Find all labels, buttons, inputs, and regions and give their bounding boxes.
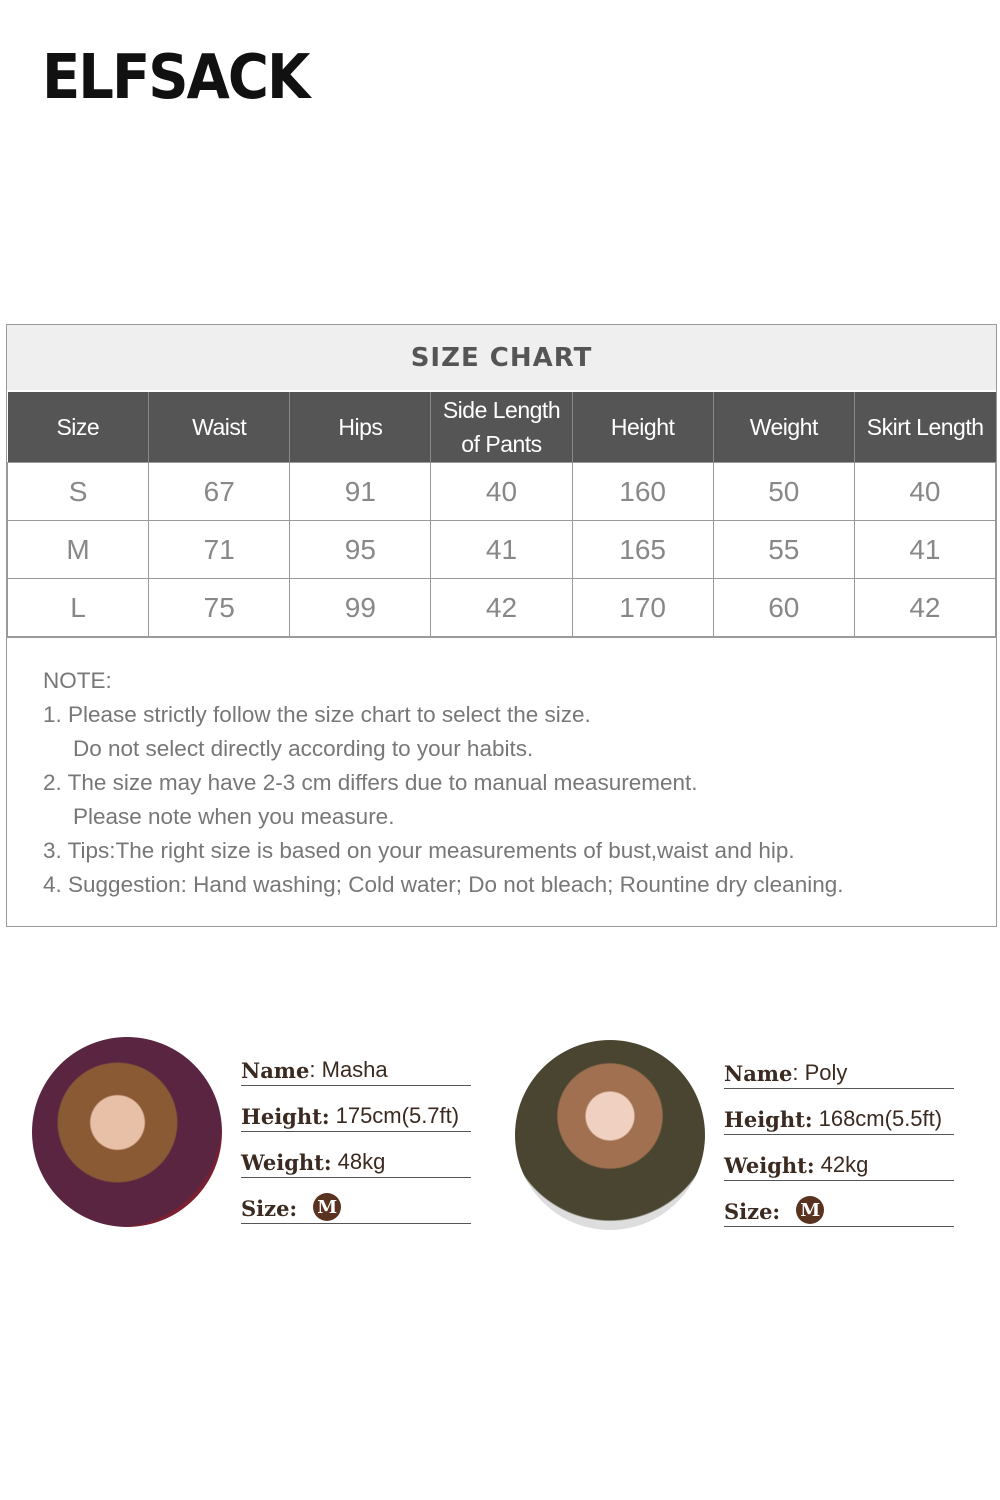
- table-cell: 41: [853, 520, 997, 579]
- table-cell: 42: [430, 578, 573, 637]
- table-cell: 99: [289, 578, 432, 637]
- col-header: Waist: [148, 392, 290, 463]
- chart-title: SIZE CHART: [7, 325, 996, 392]
- table-cell: 91: [289, 462, 432, 521]
- note-line: 1. Please strictly follow the size chart…: [43, 702, 591, 727]
- table-cell: 40: [853, 462, 997, 521]
- note-line: 2. The size may have 2-3 cm differs due …: [43, 770, 698, 795]
- table-cell: 60: [712, 578, 855, 637]
- size-chart: SIZE CHART Size Waist Hips Side Length o…: [6, 324, 997, 927]
- table-cell: 75: [148, 578, 291, 637]
- col-header: Height: [571, 392, 714, 463]
- col-header: Side Length of Pants: [430, 392, 573, 463]
- note-line: 3. Tips:The right size is based on your …: [43, 838, 795, 863]
- model-height: 168cm(5.5ft): [818, 1106, 943, 1131]
- brand-logo: ELFSACK: [42, 41, 310, 114]
- label: Weight:: [241, 1150, 332, 1175]
- table-cell: 71: [148, 520, 291, 579]
- model-height: 175cm(5.7ft): [335, 1103, 460, 1128]
- col-header: Hips: [289, 392, 431, 463]
- table-row: L 75 99 42 170 60 42: [6, 578, 997, 637]
- table-cell: 95: [289, 520, 432, 579]
- note-title: NOTE:: [43, 668, 112, 693]
- model-info-masha: Name: Masha Height: 175cm(5.7ft) Weight: 4…: [241, 1040, 471, 1224]
- label: Height:: [724, 1107, 813, 1132]
- note-line: 4. Suggestion: Hand washing; Cold water;…: [43, 872, 844, 897]
- model-photo-poly: [515, 1040, 705, 1230]
- model-weight: 42kg: [820, 1152, 869, 1177]
- size-badge: M: [796, 1196, 825, 1224]
- table-cell: 50: [712, 462, 855, 521]
- size-badge: M: [313, 1193, 342, 1221]
- note-line: Please note when you measure.: [73, 804, 395, 829]
- note-line: Do not select directly according to your…: [73, 736, 534, 761]
- table-cell: 42: [853, 578, 997, 637]
- model-name: : Poly: [792, 1060, 848, 1085]
- table-cell: 67: [148, 462, 291, 521]
- label: Weight:: [724, 1153, 815, 1178]
- label: Size:: [724, 1199, 781, 1224]
- table-row: M 71 95 41 165 55 41: [6, 520, 997, 579]
- col-header: Size: [7, 392, 149, 463]
- col-header: Weight: [712, 392, 855, 463]
- model-photo-masha: [32, 1037, 222, 1227]
- model-weight: 48kg: [337, 1149, 386, 1174]
- model-info-poly: Name: Poly Height: 168cm(5.5ft) Weight: 42…: [724, 1043, 954, 1227]
- table-cell: 40: [430, 462, 573, 521]
- table-cell: 160: [571, 462, 714, 521]
- header-row: Size Waist Hips Side Length of Pants Hei…: [7, 392, 996, 463]
- table-row: S 67 91 40 160 50 40: [6, 462, 997, 521]
- table-cell: M: [6, 520, 150, 579]
- label: Size:: [241, 1196, 298, 1221]
- model-name: : Masha: [309, 1057, 388, 1082]
- label: Name: [241, 1058, 310, 1083]
- table-cell: S: [6, 462, 150, 521]
- table-cell: 55: [712, 520, 855, 579]
- label: Name: [724, 1061, 793, 1086]
- table-cell: 41: [430, 520, 573, 579]
- table-cell: 170: [571, 578, 714, 637]
- table-cell: L: [6, 578, 150, 637]
- table-cell: 165: [571, 520, 714, 579]
- notes: NOTE: 1. Please strictly follow the size…: [7, 637, 996, 927]
- label: Height:: [241, 1104, 330, 1129]
- size-table: Size Waist Hips Side Length of Pants Hei…: [6, 392, 997, 637]
- col-header: Skirt Length: [853, 392, 996, 463]
